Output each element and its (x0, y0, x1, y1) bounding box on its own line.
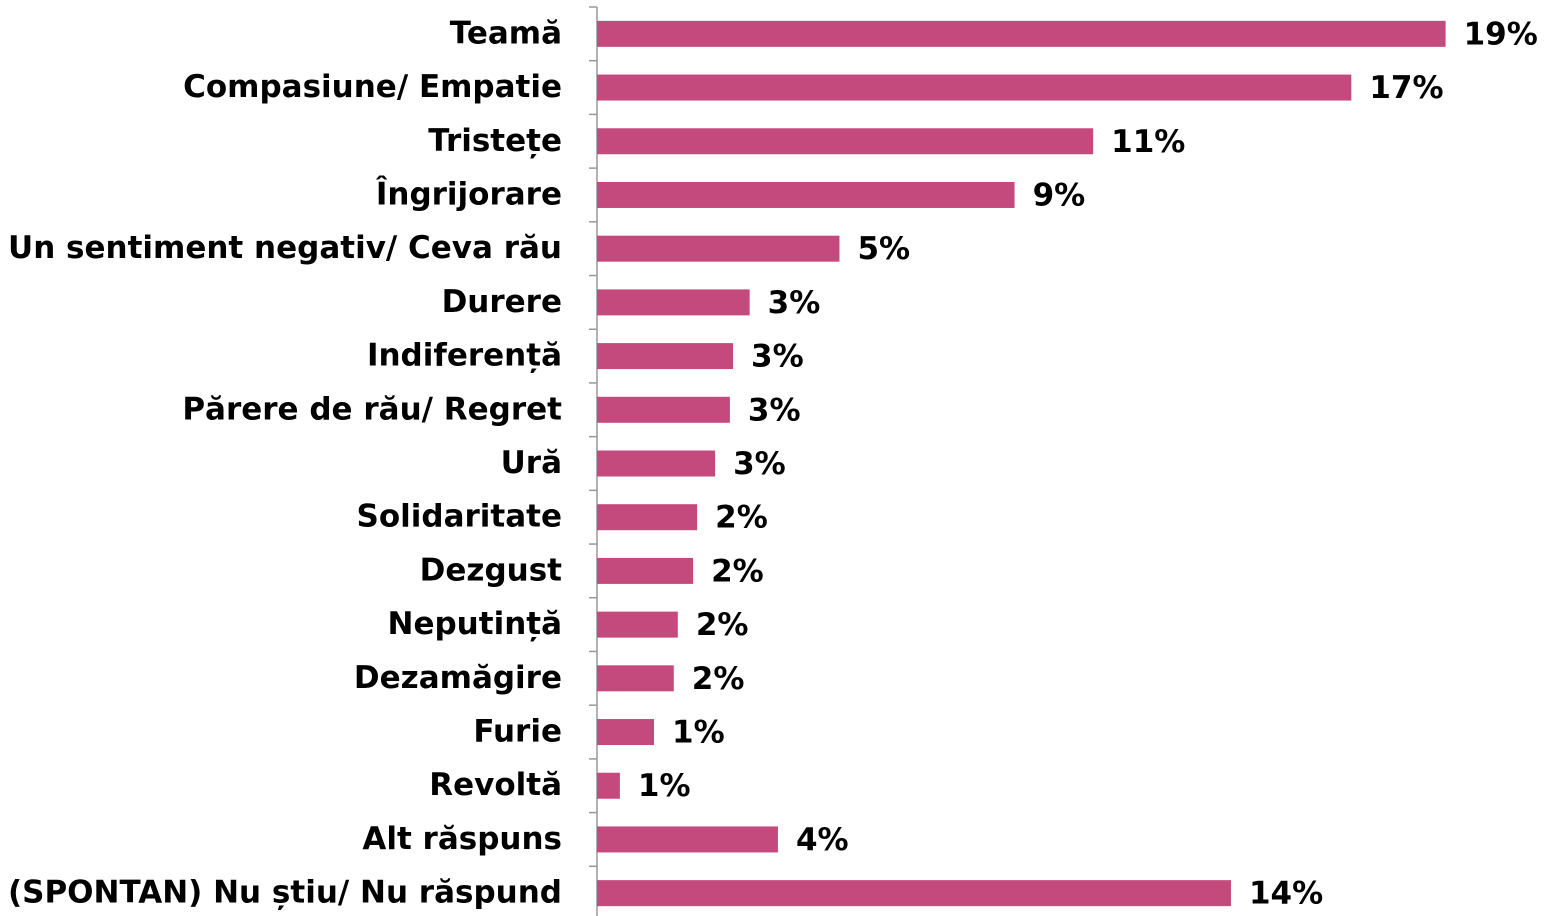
category-label: Teamă (450, 15, 562, 51)
value-label: 2% (696, 607, 749, 643)
category-label: Revoltă (429, 767, 562, 803)
bar (597, 343, 734, 370)
category-label: Tristețe (428, 123, 562, 159)
value-label: 3% (748, 392, 801, 428)
category-label: Neputință (388, 606, 562, 642)
bar (597, 880, 1231, 907)
bar (597, 235, 840, 262)
bar (597, 719, 655, 746)
bar (597, 181, 1015, 208)
bar (597, 450, 716, 477)
value-label: 1% (638, 768, 691, 804)
value-label: 3% (751, 339, 804, 375)
value-label: 1% (672, 715, 725, 751)
value-label: 19% (1464, 16, 1538, 52)
category-label: Durere (442, 284, 562, 320)
category-label: Dezamăgire (354, 660, 562, 696)
category-label: Ură (501, 445, 562, 481)
category-label: Un sentiment negativ/ Ceva rău (8, 230, 562, 266)
category-label: Părere de rău/ Regret (182, 391, 562, 427)
bar (597, 611, 678, 638)
bar (597, 20, 1446, 47)
category-label: Indiferență (367, 338, 562, 374)
value-label: 3% (733, 446, 786, 482)
category-label: Compasiune/ Empatie (183, 69, 562, 105)
value-label: 3% (768, 285, 821, 321)
value-label: 4% (796, 822, 849, 858)
bar (597, 665, 674, 692)
bar (597, 772, 620, 799)
value-label: 2% (715, 500, 768, 536)
bar (597, 74, 1352, 101)
bar (597, 557, 694, 584)
bar (597, 289, 750, 316)
value-label: 9% (1033, 177, 1086, 213)
category-label: Solidaritate (357, 499, 562, 535)
value-label: 2% (692, 661, 745, 697)
category-label: Dezgust (420, 552, 563, 588)
value-label: 2% (711, 553, 764, 589)
value-label: 5% (857, 231, 910, 267)
bar (597, 504, 698, 531)
bar (597, 396, 730, 423)
category-label: (SPONTAN) Nu știu/ Nu răspund (8, 875, 562, 911)
value-label: 14% (1249, 876, 1323, 912)
category-label: Furie (473, 714, 562, 750)
bar (597, 826, 778, 853)
value-label: 17% (1369, 70, 1443, 106)
bar (597, 128, 1094, 155)
value-label: 11% (1111, 124, 1185, 160)
category-label: Îngrijorare (376, 176, 562, 212)
category-label: Alt răspuns (362, 821, 562, 857)
